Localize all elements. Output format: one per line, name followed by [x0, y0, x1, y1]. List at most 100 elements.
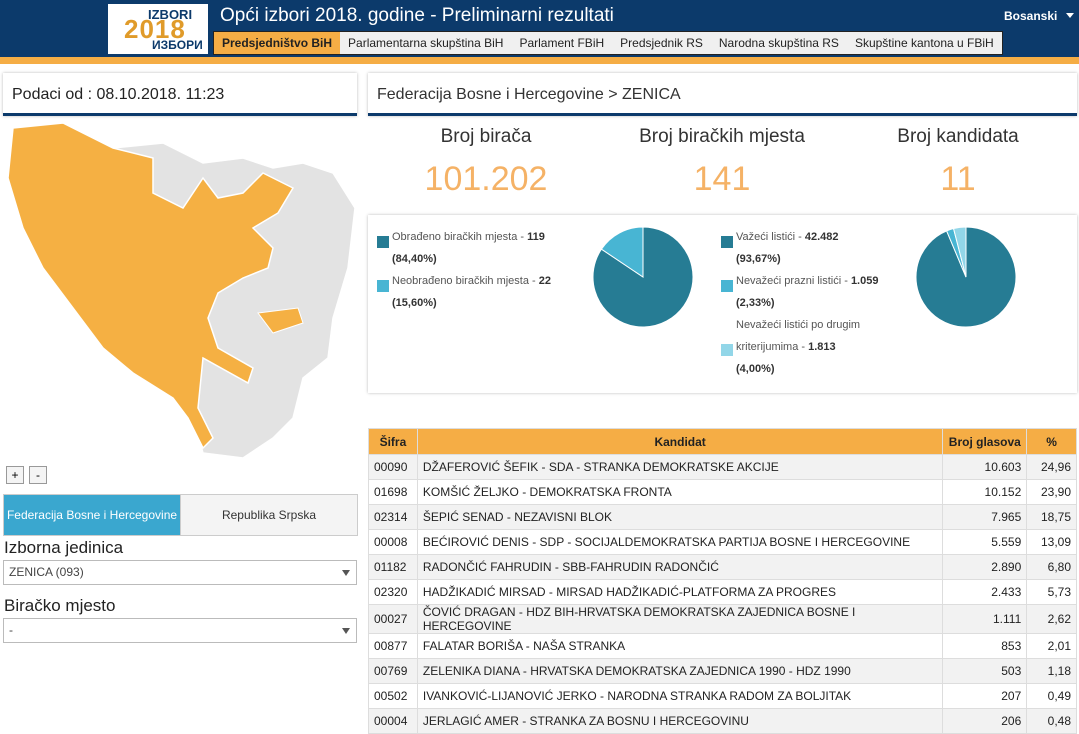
- legend-item: Važeći listići - 42.482 (93,67%): [721, 226, 896, 270]
- nav-tab[interactable]: Predsjednik RS: [620, 36, 703, 50]
- zoom-out[interactable]: -: [29, 466, 47, 484]
- table-cell: IVANKOVIĆ-LIJANOVIĆ JERKO - NARODNA STRA…: [416, 683, 944, 709]
- language-menu[interactable]: Bosanski: [1004, 9, 1075, 23]
- table-cell: 10.152: [942, 479, 1028, 505]
- legend-swatch: [721, 344, 733, 356]
- table-cell: 00769: [368, 658, 418, 684]
- table-cell: 1,18: [1026, 658, 1077, 684]
- table-cell: KOMŠIĆ ŽELJKO - DEMOKRATSKA FRONTA: [416, 479, 944, 505]
- table-row: 02314 ŠEPIĆ SENAD - NEZAVISNI BLOK 7.965 18…: [368, 504, 1077, 530]
- table-row: 01698 KOMŠIĆ ŽELJKO - DEMOKRATSKA FRONTA 1…: [368, 479, 1077, 505]
- table-cell: ZELENIKA DIANA - HRVATSKA DEMOKRATSKA ZA…: [416, 658, 944, 684]
- table-cell: JERLAGIĆ AMER - STRANKA ZA BOSNU I HERCE…: [416, 708, 944, 734]
- legend-count: 1.813: [808, 341, 836, 353]
- table-cell: 2,62: [1026, 604, 1077, 634]
- field-label: Biračko mjesto: [4, 596, 116, 615]
- table-row: 00769 ZELENIKA DIANA - HRVATSKA DEMOKRATS…: [368, 658, 1077, 684]
- legend-name: Važeći listići -: [736, 231, 802, 243]
- table-row: 00090 DŽAFEROVIĆ ŠEFIK - SDA - STRANKA DE…: [368, 454, 1077, 480]
- legend-item: Nevažeći listići po drugim kriterijumima…: [721, 314, 896, 380]
- stat-value: 11: [940, 160, 976, 198]
- map-region-fbih[interactable]: [7, 122, 295, 450]
- nav-tab[interactable]: Narodna skupština RS: [718, 36, 839, 50]
- legend-percent: (93,67%): [736, 253, 781, 265]
- table-cell: 207: [942, 683, 1028, 709]
- table-cell: HADŽIKADIĆ MIRSAD - MIRSAD HADŽIKADIĆ-PL…: [416, 579, 944, 605]
- map[interactable]: [3, 118, 357, 462]
- table-cell: 01182: [368, 554, 418, 580]
- legend-percent: (84,40%): [392, 253, 437, 265]
- legend-count: 42.482: [804, 231, 839, 243]
- table-cell: 2,01: [1026, 633, 1077, 659]
- table-cell: 00027: [368, 604, 418, 634]
- column-header: Broj glasova: [942, 428, 1028, 455]
- legend-name: Nevažeći listići po drugim kriterijumima…: [736, 319, 861, 353]
- logo[interactable]: IZBORI 2018 ИЗБОРИ: [108, 4, 208, 54]
- legend-name: Nevažeći prazni listići -: [736, 275, 848, 287]
- column-header: Šifra: [368, 428, 418, 455]
- legend-percent: (2,33%): [736, 297, 775, 309]
- table-row: 02320 HADŽIKADIĆ MIRSAD - MIRSAD HADŽIKAD…: [368, 579, 1077, 605]
- header-stripe: [0, 57, 1079, 64]
- legend-swatch: [377, 236, 389, 248]
- legend-swatch: [721, 236, 733, 248]
- nav-tab[interactable]: Parlament FBiH: [519, 36, 605, 50]
- nav-tab[interactable]: Predsjedništvo BiH: [214, 32, 341, 54]
- entity-tab[interactable]: Republika Srpska: [180, 494, 358, 536]
- legend-item: Nevažeći prazni listići - 1.059 (2,33%): [721, 270, 896, 314]
- table-cell: 00090: [368, 454, 418, 480]
- table-cell: 6,80: [1026, 554, 1077, 580]
- table-cell: 00004: [368, 708, 418, 734]
- table-cell: 02314: [368, 504, 418, 530]
- legend-name: Obrađeno biračkih mjesta -: [392, 231, 525, 243]
- table-row: 00004 JERLAGIĆ AMER - STRANKA ZA BOSNU I …: [368, 708, 1077, 734]
- legend-swatch: [721, 280, 733, 292]
- column-header: Kandidat: [416, 428, 944, 455]
- table-cell: 0,48: [1026, 708, 1077, 734]
- table-cell: 02320: [368, 579, 418, 605]
- nav-bar: Predsjedništvo BiH Parlamentarna skupštin…: [213, 31, 1003, 55]
- nav-tab[interactable]: Skupštine kantona u FBiH: [854, 36, 994, 50]
- logo-top: IZBORI: [148, 7, 193, 22]
- legend-count: 22: [538, 275, 551, 287]
- constituency-select[interactable]: ZENICA (093): [3, 560, 357, 585]
- table-cell: 7.965: [942, 504, 1028, 530]
- table-cell: RADONČIĆ FAHRUDIN - SBB-FAHRUDIN RADONČI…: [416, 554, 944, 580]
- map-region-fbih[interactable]: [257, 307, 304, 334]
- legend-count: 119: [527, 231, 545, 243]
- entity-tab[interactable]: Federacija Bosne i Hercegovine: [3, 494, 181, 536]
- nav-tab[interactable]: Parlamentarna skupština BiH: [348, 36, 504, 50]
- table-row: 00502 IVANKOVIĆ-LIJANOVIĆ JERKO - NARODNA…: [368, 683, 1077, 709]
- table-cell: 5,73: [1026, 579, 1077, 605]
- stat-label: Broj kandidata: [897, 126, 1019, 147]
- legend-percent: (15,60%): [392, 297, 437, 309]
- table-cell: 01698: [368, 479, 418, 505]
- table-row: 00008 BEĆIROVIĆ DENIS - SDP - SOCIJALDEMO…: [368, 529, 1077, 555]
- table-cell: 206: [942, 708, 1028, 734]
- table-cell: FALATAR BORIŠA - NAŠA STRANKA: [416, 633, 944, 659]
- table-cell: DŽAFEROVIĆ ŠEFIK - SDA - STRANKA DEMOKRA…: [416, 454, 944, 480]
- legend-name: Neobrađeno biračkih mjesta -: [392, 275, 536, 287]
- legend-swatch: [377, 280, 389, 292]
- legend-item: Neobrađeno biračkih mjesta - 22 (15,60%): [377, 270, 552, 314]
- table-cell: ŠEPIĆ SENAD - NEZAVISNI BLOK: [416, 504, 944, 530]
- updated-at: Podaci od : 08.10.2018. 11:23: [3, 73, 357, 116]
- legend-percent: (4,00%): [736, 363, 775, 375]
- table-cell: 1.111: [942, 604, 1028, 634]
- field-label: Izborna jedinica: [4, 538, 124, 557]
- legend-count: 1.059: [850, 275, 879, 287]
- logo-year: 2018: [124, 14, 186, 44]
- table-cell: 18,75: [1026, 504, 1077, 530]
- zoom-in[interactable]: +: [6, 466, 24, 484]
- stat-value: 141: [693, 160, 751, 198]
- stat-label: Broj biračkih mjesta: [639, 126, 805, 147]
- table-cell: 24,96: [1026, 454, 1077, 480]
- logo-bottom: ИЗБОРИ: [152, 38, 203, 52]
- station-select[interactable]: -: [3, 618, 357, 643]
- table-cell: 503: [942, 658, 1028, 684]
- stat-label: Broj birača: [440, 126, 532, 147]
- table-cell: 00502: [368, 683, 418, 709]
- table-cell: 0,49: [1026, 683, 1077, 709]
- table-row: 01182 RADONČIĆ FAHRUDIN - SBB-FAHRUDIN RA…: [368, 554, 1077, 580]
